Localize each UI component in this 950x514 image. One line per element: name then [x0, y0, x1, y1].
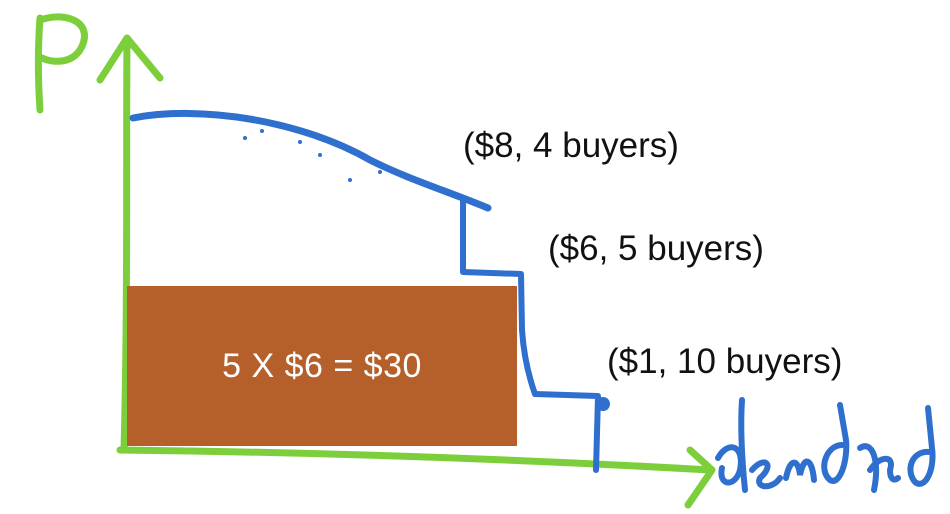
point-label-1: ($1, 10 buyers) [607, 342, 843, 381]
x-axis [116, 446, 716, 509]
y-axis [96, 34, 164, 454]
demand-curve [129, 109, 610, 473]
revenue-text: 5 X $6 = $30 [222, 346, 422, 385]
revenue-box: 5 X $6 = $30 [127, 286, 517, 446]
point-label-8: ($8, 4 buyers) [463, 126, 679, 165]
y-axis-label-p [35, 13, 88, 114]
x-axis-label-demand [715, 397, 936, 493]
point-label-6: ($6, 5 buyers) [548, 229, 764, 268]
demand-point-dot [596, 397, 610, 411]
